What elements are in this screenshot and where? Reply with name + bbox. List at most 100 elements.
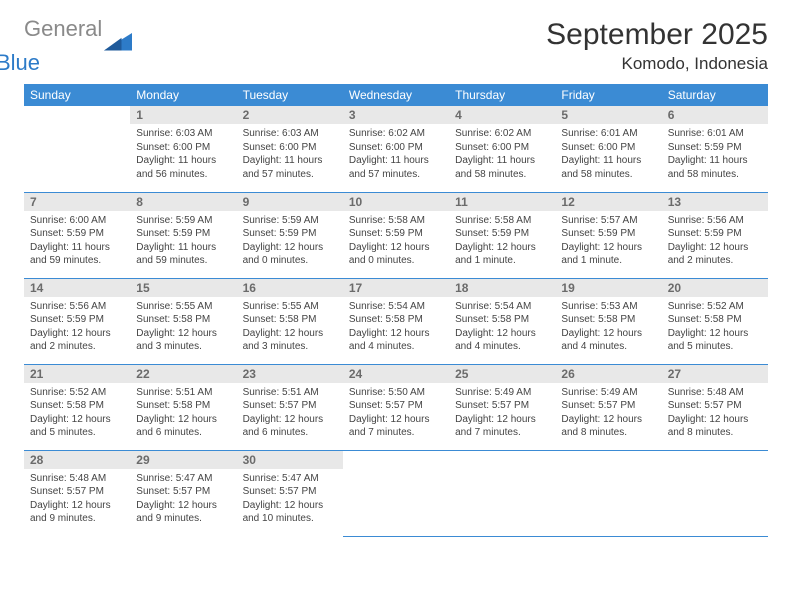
sunrise-line: Sunrise: 5:49 AM (455, 386, 549, 400)
calendar-day-cell: 12Sunrise: 5:57 AMSunset: 5:59 PMDayligh… (555, 192, 661, 278)
weekday-header-row: SundayMondayTuesdayWednesdayThursdayFrid… (24, 84, 768, 106)
calendar-day-cell: 9Sunrise: 5:59 AMSunset: 5:59 PMDaylight… (237, 192, 343, 278)
calendar-day-cell: 21Sunrise: 5:52 AMSunset: 5:58 PMDayligh… (24, 364, 130, 450)
sunrise-line: Sunrise: 5:55 AM (243, 300, 337, 314)
sunrise-line: Sunrise: 5:52 AM (668, 300, 762, 314)
sunset-line: Sunset: 5:59 PM (668, 227, 762, 241)
sunrise-line: Sunrise: 5:51 AM (136, 386, 230, 400)
brand-word-2: Blue (0, 52, 74, 74)
day-number: 5 (555, 106, 661, 124)
calendar-empty-cell (555, 450, 661, 536)
day-details: Sunrise: 5:58 AMSunset: 5:59 PMDaylight:… (343, 211, 449, 272)
daylight-line: Daylight: 12 hours and 8 minutes. (561, 413, 655, 440)
calendar-day-cell: 13Sunrise: 5:56 AMSunset: 5:59 PMDayligh… (662, 192, 768, 278)
weekday-header: Wednesday (343, 84, 449, 106)
calendar-day-cell: 16Sunrise: 5:55 AMSunset: 5:58 PMDayligh… (237, 278, 343, 364)
day-number: 20 (662, 279, 768, 297)
calendar-day-cell: 24Sunrise: 5:50 AMSunset: 5:57 PMDayligh… (343, 364, 449, 450)
calendar-table: SundayMondayTuesdayWednesdayThursdayFrid… (24, 84, 768, 537)
calendar-day-cell: 30Sunrise: 5:47 AMSunset: 5:57 PMDayligh… (237, 450, 343, 536)
sunset-line: Sunset: 5:57 PM (455, 399, 549, 413)
title-block: September 2025 Komodo, Indonesia (546, 18, 768, 74)
weekday-header: Tuesday (237, 84, 343, 106)
day-details: Sunrise: 5:59 AMSunset: 5:59 PMDaylight:… (237, 211, 343, 272)
day-number: 10 (343, 193, 449, 211)
day-number: 18 (449, 279, 555, 297)
sunset-line: Sunset: 5:58 PM (136, 399, 230, 413)
day-number: 27 (662, 365, 768, 383)
calendar-day-cell: 10Sunrise: 5:58 AMSunset: 5:59 PMDayligh… (343, 192, 449, 278)
month-title: September 2025 (546, 18, 768, 52)
day-number: 7 (24, 193, 130, 211)
sunset-line: Sunset: 5:57 PM (136, 485, 230, 499)
sunrise-line: Sunrise: 5:53 AM (561, 300, 655, 314)
calendar-day-cell: 23Sunrise: 5:51 AMSunset: 5:57 PMDayligh… (237, 364, 343, 450)
day-details: Sunrise: 5:55 AMSunset: 5:58 PMDaylight:… (130, 297, 236, 358)
sunset-line: Sunset: 5:57 PM (668, 399, 762, 413)
day-details: Sunrise: 5:48 AMSunset: 5:57 PMDaylight:… (662, 383, 768, 444)
calendar-day-cell: 28 Sunrise: 5:48 AMSunset: 5:57 PMDayligh… (24, 450, 130, 536)
daylight-line: Daylight: 11 hours and 58 minutes. (455, 154, 549, 181)
header: General Blue September 2025 Komodo, Indo… (24, 18, 768, 74)
calendar-day-cell: 3Sunrise: 6:02 AMSunset: 6:00 PMDaylight… (343, 106, 449, 192)
calendar-empty-cell (449, 450, 555, 536)
calendar-day-cell: 1Sunrise: 6:03 AMSunset: 6:00 PMDaylight… (130, 106, 236, 192)
daylight-line: Daylight: 12 hours and 3 minutes. (136, 327, 230, 354)
sunrise-line: Sunrise: 6:02 AM (349, 127, 443, 141)
weekday-header: Saturday (662, 84, 768, 106)
day-details: Sunrise: 5:54 AMSunset: 5:58 PMDaylight:… (343, 297, 449, 358)
sunset-line: Sunset: 6:00 PM (455, 141, 549, 155)
sunrise-line: Sunrise: 5:49 AM (561, 386, 655, 400)
sunset-line: Sunset: 5:57 PM (243, 485, 337, 499)
day-number: 16 (237, 279, 343, 297)
daylight-line: Daylight: 11 hours and 57 minutes. (349, 154, 443, 181)
calendar-day-cell: 20Sunrise: 5:52 AMSunset: 5:58 PMDayligh… (662, 278, 768, 364)
day-number: 17 (343, 279, 449, 297)
daylight-line: Daylight: 12 hours and 1 minute. (455, 241, 549, 268)
day-details: Sunrise: 5:54 AMSunset: 5:58 PMDaylight:… (449, 297, 555, 358)
day-number: 12 (555, 193, 661, 211)
daylight-line: Daylight: 11 hours and 56 minutes. (136, 154, 230, 181)
calendar-week-row: 7Sunrise: 6:00 AMSunset: 5:59 PMDaylight… (24, 192, 768, 278)
day-number: 13 (662, 193, 768, 211)
sunset-line: Sunset: 5:57 PM (30, 485, 124, 499)
day-number: 15 (130, 279, 236, 297)
day-number: 21 (24, 365, 130, 383)
daylight-line: Daylight: 12 hours and 7 minutes. (455, 413, 549, 440)
sunrise-line: Sunrise: 5:54 AM (349, 300, 443, 314)
day-number: 25 (449, 365, 555, 383)
day-details: Sunrise: 6:03 AMSunset: 6:00 PMDaylight:… (237, 124, 343, 185)
sunset-line: Sunset: 5:58 PM (30, 399, 124, 413)
day-number: 22 (130, 365, 236, 383)
day-number: 8 (130, 193, 236, 211)
daylight-line: Daylight: 12 hours and 5 minutes. (668, 327, 762, 354)
day-number: 9 (237, 193, 343, 211)
day-details: Sunrise: 6:00 AMSunset: 5:59 PMDaylight:… (24, 211, 130, 272)
day-number: 19 (555, 279, 661, 297)
daylight-line: Daylight: 12 hours and 9 minutes. (30, 499, 124, 526)
calendar-day-cell: 7Sunrise: 6:00 AMSunset: 5:59 PMDaylight… (24, 192, 130, 278)
day-number: 28 (24, 451, 130, 469)
sunrise-line: Sunrise: 5:48 AM (30, 472, 124, 486)
calendar-day-cell: 19 Sunrise: 5:53 AMSunset: 5:58 PMDayligh… (555, 278, 661, 364)
sunrise-line: Sunrise: 6:01 AM (668, 127, 762, 141)
day-number: 3 (343, 106, 449, 124)
sunrise-line: Sunrise: 5:57 AM (561, 214, 655, 228)
brand-triangle-icon (104, 29, 132, 51)
calendar-day-cell: 17Sunrise: 5:54 AMSunset: 5:58 PMDayligh… (343, 278, 449, 364)
daylight-line: Daylight: 12 hours and 7 minutes. (349, 413, 443, 440)
sunset-line: Sunset: 5:58 PM (561, 313, 655, 327)
daylight-line: Daylight: 11 hours and 59 minutes. (30, 241, 124, 268)
sunrise-line: Sunrise: 6:03 AM (243, 127, 337, 141)
sunset-line: Sunset: 6:00 PM (561, 141, 655, 155)
sunrise-line: Sunrise: 6:00 AM (30, 214, 124, 228)
day-details: Sunrise: 5:58 AMSunset: 5:59 PMDaylight:… (449, 211, 555, 272)
daylight-line: Daylight: 12 hours and 3 minutes. (243, 327, 337, 354)
day-number: 11 (449, 193, 555, 211)
daylight-line: Daylight: 12 hours and 9 minutes. (136, 499, 230, 526)
calendar-empty-cell (343, 450, 449, 536)
daylight-line: Daylight: 12 hours and 5 minutes. (30, 413, 124, 440)
daylight-line: Daylight: 12 hours and 4 minutes. (561, 327, 655, 354)
weekday-header: Sunday (24, 84, 130, 106)
daylight-line: Daylight: 11 hours and 58 minutes. (561, 154, 655, 181)
